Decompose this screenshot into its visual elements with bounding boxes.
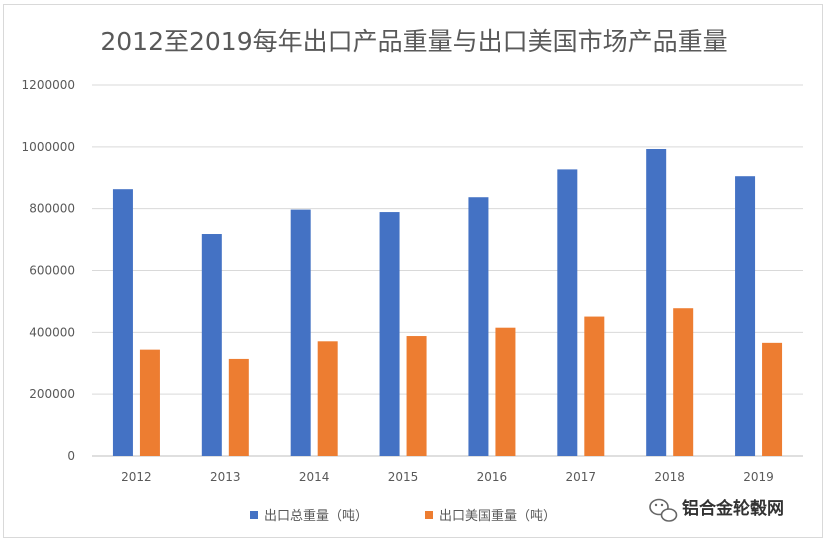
y-tick-label: 400000	[29, 325, 75, 339]
bar-2014-total	[290, 209, 311, 456]
bar-2017-total	[557, 169, 578, 456]
x-tick-label: 2016	[477, 470, 508, 484]
bars	[112, 148, 783, 457]
bar-2015-total	[379, 212, 400, 456]
chart-title: 2012至2019每年出口产品重量与出口美国市场产品重量	[100, 27, 727, 56]
y-tick-label: 1200000	[22, 78, 75, 92]
x-tick-label: 2012	[121, 470, 152, 484]
y-tick-label: 0	[67, 449, 75, 463]
legend-swatch-usa	[425, 511, 433, 519]
legend-swatch-total	[250, 511, 258, 519]
bar-2015-usa	[406, 336, 427, 456]
bar-2018-usa	[673, 308, 694, 456]
legend-label-usa: 出口美国重量（吨）	[439, 508, 556, 524]
grid	[92, 84, 803, 457]
bar-2013-total	[201, 234, 222, 456]
bar-2014-usa	[317, 341, 338, 456]
bar-2016-usa	[495, 327, 516, 456]
watermark: 铝合金轮毂网	[649, 498, 784, 522]
bar-2012-total	[112, 189, 133, 457]
y-tick-label: 600000	[29, 264, 75, 278]
bar-2018-total	[646, 148, 667, 456]
bar-2019-usa	[762, 342, 783, 456]
legend-label-total: 出口总重量（吨）	[264, 508, 368, 524]
x-tick-label: 2019	[743, 470, 774, 484]
bar-2017-usa	[584, 316, 605, 456]
x-tick-label: 2018	[654, 470, 685, 484]
y-tick-label: 200000	[29, 387, 75, 401]
watermark-text: 铝合金轮毂网	[682, 498, 784, 519]
x-tick-label: 2015	[388, 470, 419, 484]
bar-2019-total	[735, 176, 756, 456]
x-axis: 2012 2013 2014 2015 2016 2017 2018 2019	[121, 470, 774, 484]
bar-2012-usa	[139, 349, 160, 456]
x-tick-label: 2013	[210, 470, 241, 484]
x-tick-label: 2017	[566, 470, 597, 484]
legend: 出口总重量（吨） 出口美国重量（吨）	[250, 508, 556, 524]
bar-2016-total	[468, 197, 489, 457]
y-tick-label: 800000	[29, 202, 75, 216]
y-tick-label: 1000000	[22, 140, 75, 154]
wechat-icon	[649, 498, 678, 522]
x-tick-label: 2014	[299, 470, 330, 484]
bar-2013-usa	[228, 358, 249, 456]
y-axis: 0 200000 400000 600000 800000 1000000 1200000	[22, 78, 75, 463]
